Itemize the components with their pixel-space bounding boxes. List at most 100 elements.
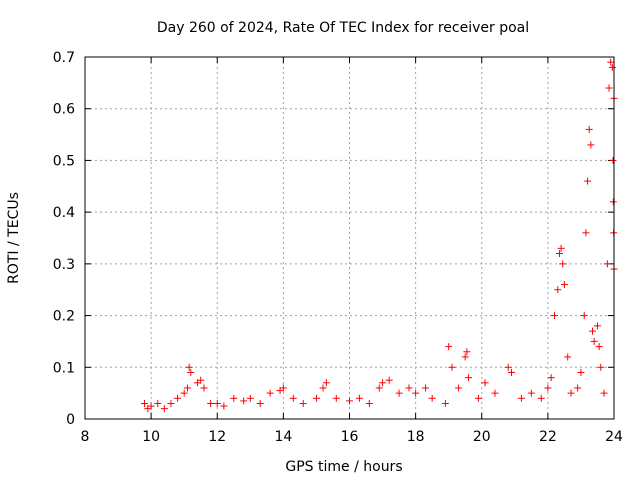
data-point xyxy=(597,363,605,371)
y-tick-label: 0.5 xyxy=(53,153,75,169)
data-point xyxy=(607,58,615,66)
data-point xyxy=(312,394,320,402)
x-tick-label: 10 xyxy=(142,429,160,445)
x-axis-title: GPS time / hours xyxy=(285,459,402,475)
data-point xyxy=(461,353,469,361)
data-point xyxy=(609,156,617,164)
data-point xyxy=(174,394,182,402)
y-tick-label: 0.4 xyxy=(53,205,75,221)
data-point xyxy=(595,343,603,351)
y-axis-title: ROTI / TECUs xyxy=(6,192,22,284)
data-point xyxy=(220,402,228,410)
grid xyxy=(85,57,614,419)
x-tick-label: 16 xyxy=(341,429,359,445)
y-tick-label: 0 xyxy=(66,412,75,428)
data-point xyxy=(379,379,387,387)
y-tick-label: 0.6 xyxy=(53,102,75,118)
data-point xyxy=(322,379,330,387)
data-point xyxy=(147,402,155,410)
data-point xyxy=(474,394,482,402)
x-tick-label: 14 xyxy=(274,429,292,445)
x-tick-label: 12 xyxy=(208,429,226,445)
data-point xyxy=(422,384,430,392)
data-point xyxy=(256,399,264,407)
data-point xyxy=(584,177,592,185)
data-point xyxy=(183,384,191,392)
data-point xyxy=(289,394,297,402)
data-point xyxy=(465,374,473,382)
data-point xyxy=(167,399,175,407)
data-point xyxy=(608,63,616,71)
data-point xyxy=(197,376,205,384)
y-tick-label: 0.3 xyxy=(53,257,75,273)
data-point xyxy=(491,389,499,397)
data-point xyxy=(160,405,168,413)
data-point xyxy=(547,374,555,382)
plot-frame xyxy=(84,56,615,420)
data-point xyxy=(246,394,254,402)
data-point xyxy=(187,368,195,376)
data-point xyxy=(582,229,590,237)
x-tick-label: 20 xyxy=(473,429,491,445)
x-tick-label: 24 xyxy=(605,429,623,445)
data-point xyxy=(375,384,383,392)
data-point xyxy=(332,394,340,402)
data-point xyxy=(448,363,456,371)
data-point xyxy=(405,384,413,392)
data-point xyxy=(279,384,287,392)
data-point xyxy=(395,389,403,397)
data-point xyxy=(544,384,552,392)
data-point xyxy=(180,389,188,397)
data-point xyxy=(213,399,221,407)
data-point xyxy=(585,125,593,133)
data-point xyxy=(590,337,598,345)
data-point xyxy=(365,399,373,407)
data-point xyxy=(603,260,611,268)
data-point xyxy=(141,399,149,407)
x-tick-label: 18 xyxy=(407,429,425,445)
data-point xyxy=(580,312,588,320)
data-point xyxy=(559,260,567,268)
data-point xyxy=(550,312,558,320)
data-point xyxy=(355,394,363,402)
data-points xyxy=(141,58,618,413)
data-point xyxy=(589,327,597,335)
data-point xyxy=(593,322,601,330)
data-point xyxy=(185,363,193,371)
x-tick-label: 22 xyxy=(539,429,557,445)
data-point xyxy=(455,384,463,392)
data-point xyxy=(574,384,582,392)
y-tick-label: 0.1 xyxy=(53,360,75,376)
data-point xyxy=(557,244,565,252)
data-point xyxy=(527,389,535,397)
data-point xyxy=(609,198,617,206)
data-point xyxy=(154,399,162,407)
data-point xyxy=(240,397,248,405)
y-tick-label: 0.2 xyxy=(53,309,75,325)
x-tick-label: 8 xyxy=(81,429,90,445)
data-point xyxy=(564,353,572,361)
data-point xyxy=(577,368,585,376)
chart-title: Day 260 of 2024, Rate Of TEC Index for r… xyxy=(157,20,529,36)
data-point xyxy=(567,389,575,397)
data-point xyxy=(600,389,608,397)
data-point xyxy=(481,379,489,387)
data-point xyxy=(554,286,562,294)
data-point xyxy=(441,399,449,407)
data-point xyxy=(266,389,274,397)
data-point xyxy=(517,394,525,402)
data-point xyxy=(555,250,563,258)
data-point xyxy=(463,348,471,356)
data-point xyxy=(504,363,512,371)
data-point xyxy=(560,281,568,289)
data-point xyxy=(230,394,238,402)
data-point xyxy=(537,394,545,402)
data-point xyxy=(200,384,208,392)
data-point xyxy=(299,399,307,407)
data-point xyxy=(587,141,595,149)
data-point xyxy=(428,394,436,402)
data-point xyxy=(385,376,393,384)
data-point xyxy=(207,399,215,407)
data-point xyxy=(346,397,353,405)
